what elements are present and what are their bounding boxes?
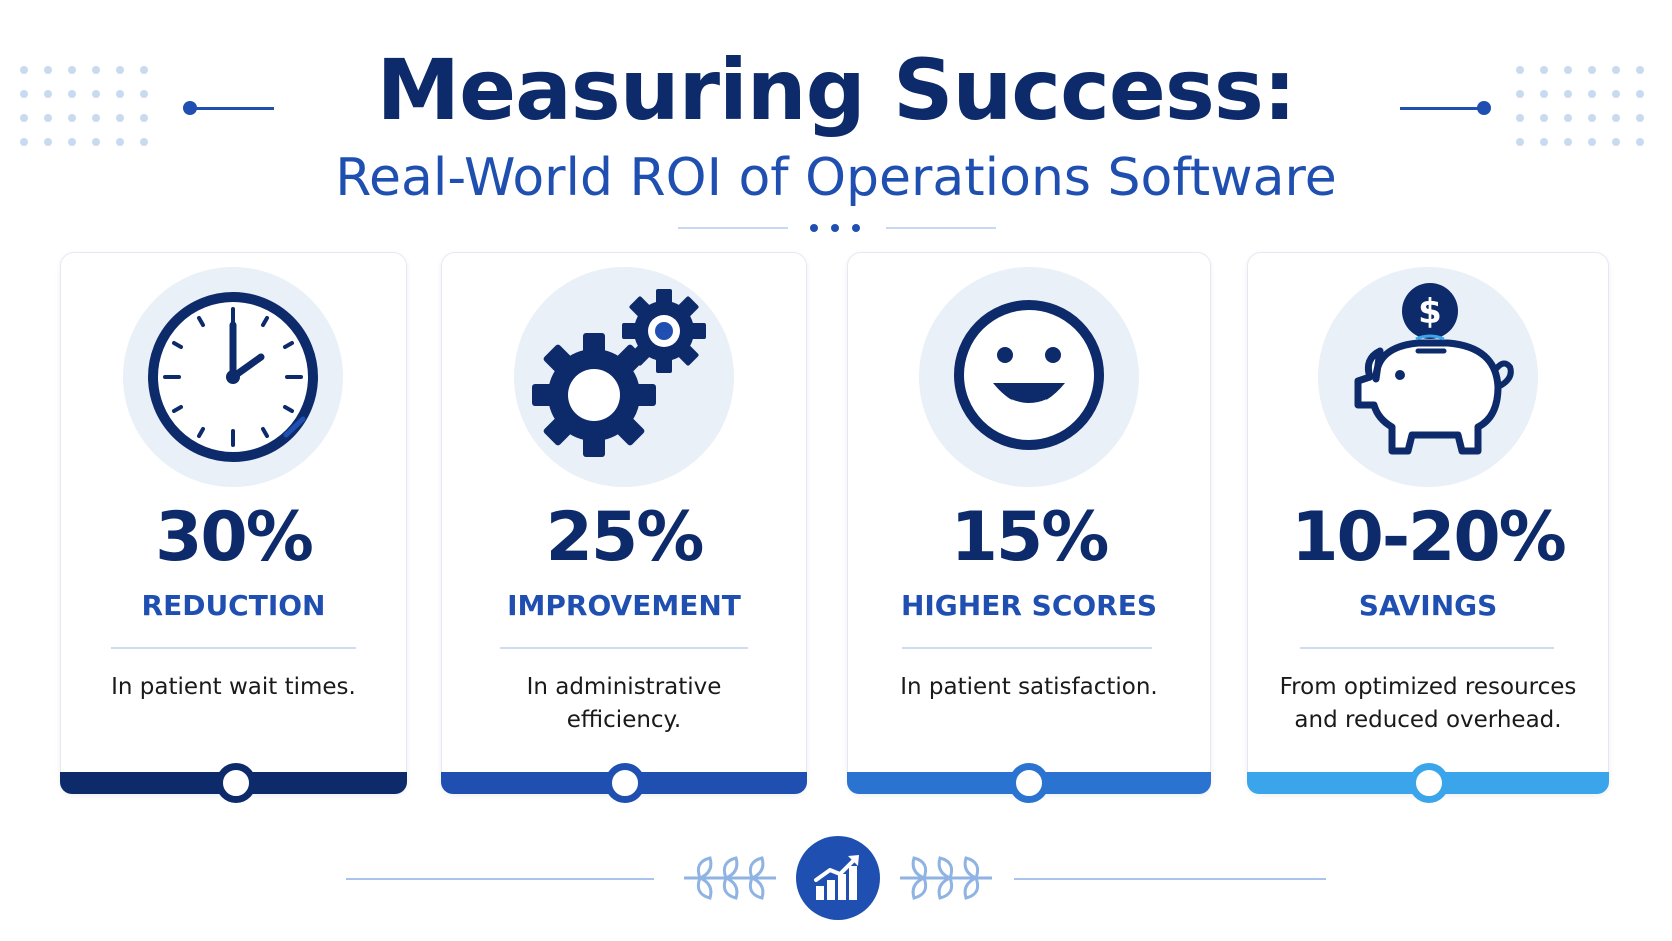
- header-line-left: [190, 107, 274, 110]
- accent-bar-knob: [1009, 763, 1049, 803]
- stat-metric: SAVINGS: [1358, 589, 1498, 622]
- icon-badge: $: [1318, 267, 1538, 487]
- svg-text:$: $: [1418, 292, 1442, 332]
- page-subtitle: Real-World ROI of Operations Software: [335, 148, 1337, 208]
- laurel-left-icon: [684, 856, 776, 900]
- stat-description: In patient satisfaction.: [900, 674, 1158, 700]
- stat-metric: IMPROVEMENT: [507, 589, 741, 622]
- separator-dot: [831, 224, 839, 232]
- gears-icon: [532, 289, 706, 457]
- clock-icon: [148, 292, 318, 462]
- header-line-right: [1400, 107, 1484, 110]
- stat-card-wait-times: 30% REDUCTION In patient wait times.: [60, 252, 407, 803]
- subtitle-separator-right: [886, 227, 996, 229]
- stat-metric: REDUCTION: [141, 589, 326, 622]
- laurel-right-icon: [900, 856, 992, 900]
- separator-dot: [852, 224, 860, 232]
- stat-description: From optimized resources and reduced ove…: [1279, 674, 1577, 733]
- stat-description: In patient wait times.: [111, 674, 356, 700]
- icon-badge: [123, 267, 343, 487]
- growth-chart-icon: [814, 855, 859, 900]
- stat-value: 25%: [545, 498, 705, 577]
- icon-badge: [919, 267, 1139, 487]
- card-divider: [111, 647, 356, 649]
- smiley-icon: [954, 300, 1104, 450]
- subtitle-separator-left: [678, 227, 788, 229]
- card-divider: [1300, 647, 1554, 649]
- footer-line-right: [1014, 878, 1326, 880]
- accent-bar-knob: [216, 763, 256, 803]
- piggy-bank-icon: $: [1354, 283, 1514, 455]
- card-accent-bar: [441, 763, 807, 803]
- card-accent-bar: [60, 763, 407, 803]
- stat-card-admin-efficiency: 25% IMPROVEMENT In administrative effici…: [441, 252, 807, 803]
- stat-card-savings: $ 10-20% SAVINGS From optimized resource…: [1247, 252, 1609, 803]
- stat-description: In administrative efficiency.: [526, 674, 722, 733]
- header-line-right-dot: [1477, 101, 1491, 115]
- card-divider: [902, 647, 1152, 649]
- card-accent-bar: [1247, 763, 1609, 803]
- stat-value: 10-20%: [1291, 498, 1567, 577]
- dot-grid-right: [1516, 66, 1644, 146]
- accent-bar-knob: [1409, 763, 1449, 803]
- stat-metric: HIGHER SCORES: [900, 589, 1158, 622]
- stat-value: 15%: [950, 498, 1110, 577]
- footer-line-left: [346, 878, 654, 880]
- footer-badge: [796, 836, 880, 920]
- page-title: Measuring Success:: [376, 41, 1297, 139]
- separator-dot: [810, 224, 818, 232]
- dot-grid-left: [20, 66, 148, 146]
- card-accent-bar: [847, 763, 1211, 803]
- card-divider: [500, 647, 748, 649]
- icon-badge: [514, 267, 734, 487]
- stat-card-patient-satisfaction: 15% HIGHER SCORES In patient satisfactio…: [847, 252, 1211, 803]
- accent-bar-knob: [605, 763, 645, 803]
- stat-value: 30%: [155, 498, 314, 577]
